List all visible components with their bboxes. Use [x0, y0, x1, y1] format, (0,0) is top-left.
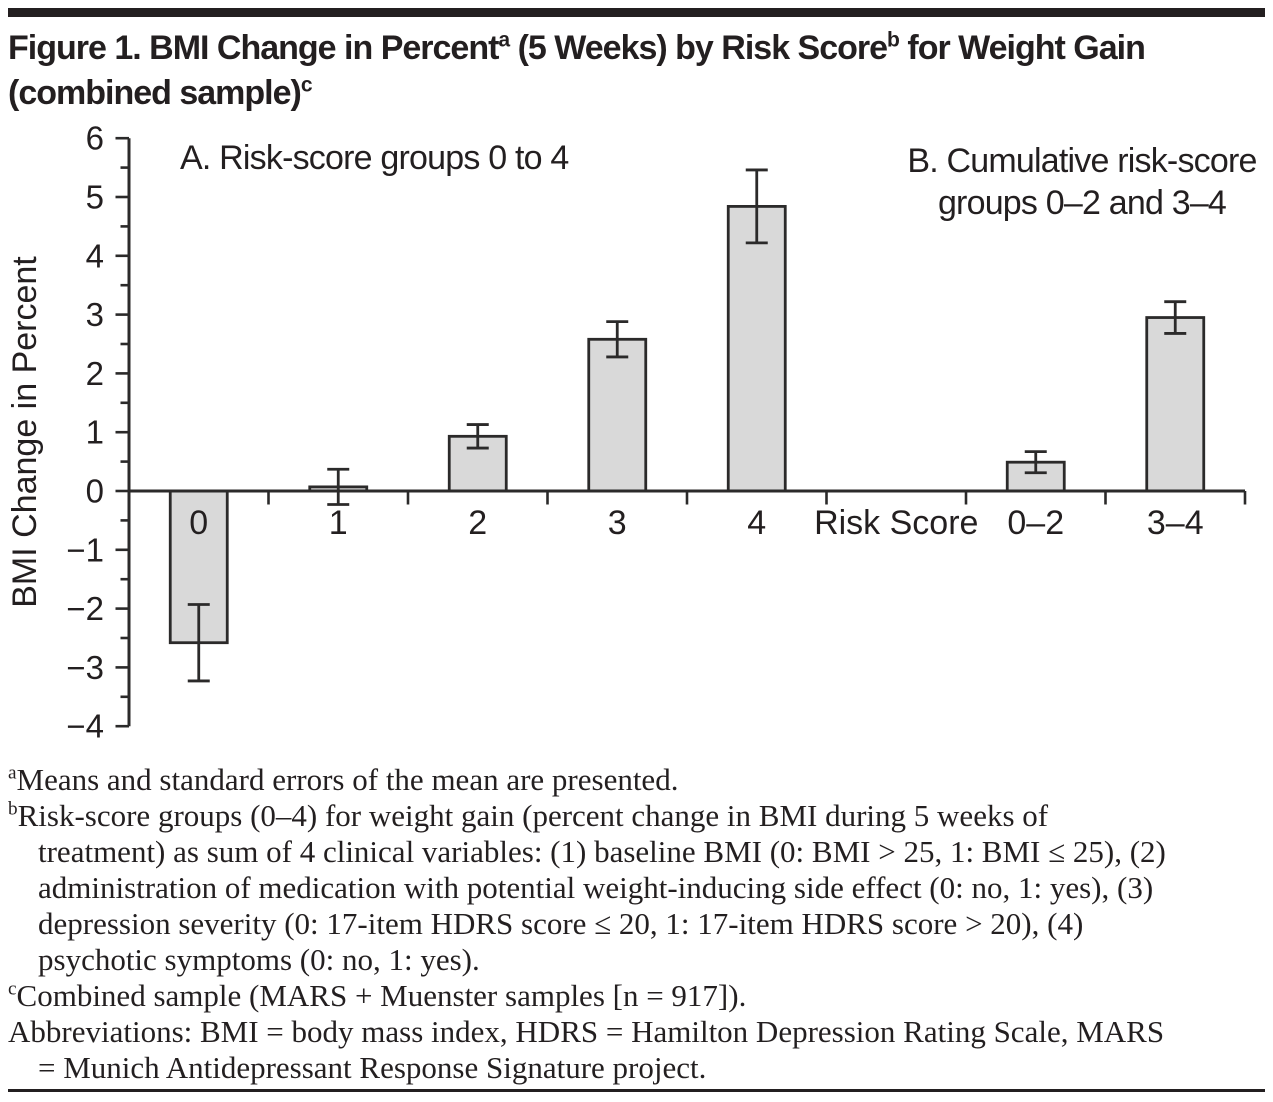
- panel-b-label-line-1: B. Cumulative risk-score: [907, 142, 1256, 180]
- y-tick-label-2: 2: [86, 355, 104, 392]
- y-tick-label-3: 3: [86, 296, 104, 333]
- x-category-label-0: 0: [189, 504, 208, 542]
- footnote-a-marker: a: [8, 762, 17, 784]
- x-category-label-0–2: 0–2: [1007, 504, 1064, 542]
- bar-chart: −4 −3 −2 −1 0 1 2 3 4 5 6 0 1 2 3 4 Risk Score 0–2 3–4 A. R…: [0, 120, 1273, 770]
- bar-3–4: [1145, 316, 1206, 493]
- y-tick-label-1: 1: [86, 414, 104, 451]
- bottom-rule: [8, 1089, 1265, 1092]
- title-text: (combined sample): [8, 74, 302, 112]
- y-tick-label--4: −4: [66, 708, 104, 745]
- y-tick-label--1: −1: [66, 531, 104, 568]
- footnote-b-text: Risk-score groups (0–4) for weight gain …: [17, 798, 1166, 977]
- y-tick-label--3: −3: [66, 649, 104, 686]
- footnote-c-text: Combined sample (MARS + Muenster samples…: [16, 978, 747, 1013]
- y-tick-label-5: 5: [86, 179, 104, 216]
- y-tick-label-6: 6: [86, 125, 104, 157]
- x-category-label-2: 2: [468, 504, 487, 542]
- top-rule: [8, 8, 1265, 17]
- title-superscript-c: c: [300, 73, 313, 97]
- panel-a-label: A. Risk-score groups 0 to 4: [180, 139, 568, 177]
- footnote-b-marker: b: [8, 798, 18, 820]
- x-category-label-4: 4: [747, 504, 766, 542]
- title-text: (5 Weeks) by Risk Score: [509, 29, 888, 67]
- title-superscript-a: a: [498, 28, 510, 52]
- bar-3: [587, 337, 648, 493]
- x-axis-label-risk-score: Risk Score: [814, 504, 978, 542]
- x-category-label-3–4: 3–4: [1147, 504, 1204, 542]
- footnote-c: cCombined sample (MARS + Muenster sample…: [8, 978, 1178, 1014]
- y-tick-label--2: −2: [66, 590, 104, 627]
- bar-4: [726, 205, 787, 493]
- y-tick-label-4: 4: [86, 237, 104, 274]
- x-category-label-1: 1: [329, 504, 348, 542]
- footnote-a-text: Means and standard errors of the mean ar…: [16, 762, 679, 797]
- footnote-b: bRisk-score groups (0–4) for weight gain…: [8, 798, 1178, 978]
- abbreviations-text: Abbreviations: BMI = body mass index, HD…: [8, 1014, 1165, 1085]
- title-superscript-b: b: [887, 28, 900, 52]
- title-text: Figure 1. BMI Change in Percent: [8, 29, 499, 67]
- footnote-c-marker: c: [8, 978, 17, 1000]
- x-category-label-3: 3: [608, 504, 627, 542]
- figure-title: Figure 1. BMI Change in Percenta (5 Week…: [8, 26, 1268, 116]
- bar-chart-svg: −4 −3 −2 −1 0 1 2 3 4 5 6 0 1 2 3 4 Risk Score 0–2 3–4 A. R…: [6, 120, 1257, 745]
- footnote-abbreviations: Abbreviations: BMI = body mass index, HD…: [8, 1014, 1178, 1086]
- y-tick-label-0: 0: [86, 473, 104, 510]
- title-text: for Weight Gain: [898, 29, 1145, 67]
- figure-title-line-1: Figure 1. BMI Change in Percenta (5 Week…: [8, 26, 1268, 71]
- y-axis-title: BMI Change in Percent: [6, 256, 44, 608]
- panel-b-label-line-2: groups 0–2 and 3–4: [938, 184, 1226, 222]
- figure-footnotes: aMeans and standard errors of the mean a…: [8, 762, 1178, 1086]
- footnote-a: aMeans and standard errors of the mean a…: [8, 762, 1178, 798]
- figure-title-line-2: (combined sample)c: [8, 71, 1268, 116]
